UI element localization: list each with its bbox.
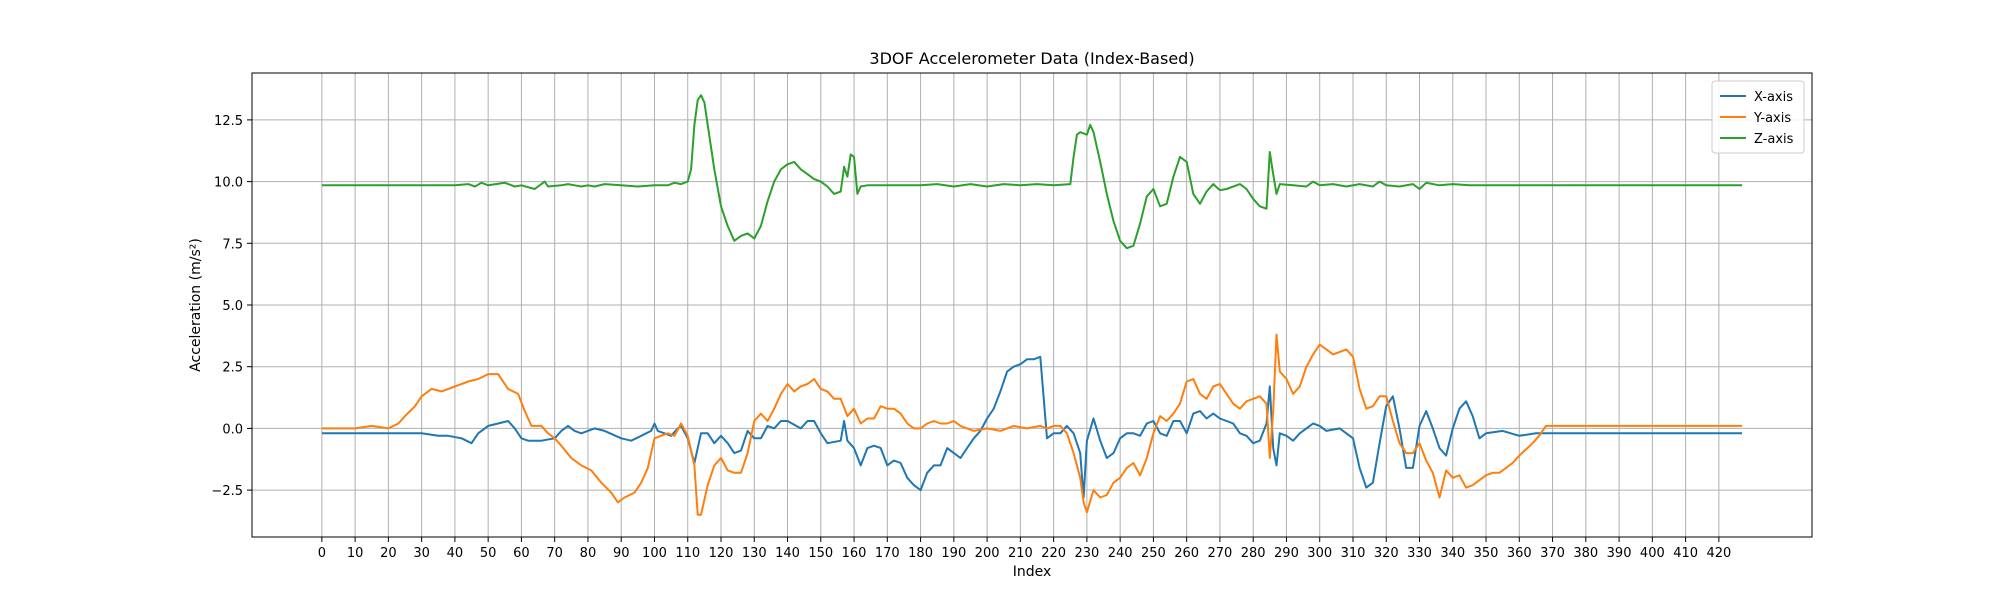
x-tick-label: 100	[642, 546, 667, 561]
x-tick-label: 370	[1540, 546, 1565, 561]
x-tick-label: 220	[1041, 546, 1066, 561]
y-tick-label: 5.0	[222, 299, 243, 314]
x-tick-label: 50	[480, 546, 497, 561]
x-tick-label: 120	[709, 546, 734, 561]
x-tick-label: 160	[842, 546, 867, 561]
x-tick-label: 350	[1474, 546, 1499, 561]
x-tick-label: 260	[1174, 546, 1199, 561]
legend-label-y-axis: Y-axis	[1753, 111, 1791, 126]
y-axis-label: Acceleration (m/s²)	[188, 238, 204, 372]
legend-box	[1711, 80, 1805, 154]
y-tick-label: 10.0	[214, 176, 243, 191]
x-ticks: 0 10 20 30 40 50 60 70 80 90 100 110 120 130 140 150 160…	[318, 537, 1731, 561]
x-tick-label: 40	[447, 546, 464, 561]
x-tick-label: 250	[1141, 546, 1166, 561]
x-tick-label: 390	[1607, 546, 1632, 561]
series-line-x-axis	[321, 355, 1743, 499]
x-tick-label: 420	[1706, 546, 1731, 561]
y-ticks: −2.5 0.0 2.5 5.0 7.5 10.0 12.5	[211, 114, 252, 499]
x-tick-label: 240	[1108, 546, 1133, 561]
grid-lines	[252, 73, 1812, 537]
legend: X-axis Y-axis Z-axis	[1711, 80, 1805, 154]
x-tick-label: 30	[413, 546, 430, 561]
x-tick-label: 310	[1341, 546, 1366, 561]
x-tick-label: 210	[1008, 546, 1033, 561]
x-tick-label: 340	[1440, 546, 1465, 561]
x-tick-label: 410	[1673, 546, 1698, 561]
x-tick-label: 190	[941, 546, 966, 561]
x-tick-label: 360	[1507, 546, 1532, 561]
x-tick-label: 280	[1241, 546, 1266, 561]
x-tick-label: 10	[347, 546, 364, 561]
x-tick-label: 130	[742, 546, 767, 561]
x-tick-label: 20	[380, 546, 397, 561]
x-axis-label: Index	[1013, 564, 1052, 580]
x-tick-label: 380	[1573, 546, 1598, 561]
legend-label-x-axis: X-axis	[1754, 90, 1793, 105]
x-tick-label: 140	[775, 546, 800, 561]
x-tick-label: 300	[1307, 546, 1332, 561]
x-tick-label: 110	[675, 546, 700, 561]
x-tick-label: 90	[613, 546, 630, 561]
series-line-z-axis	[321, 94, 1743, 250]
y-tick-label: 7.5	[222, 237, 243, 252]
x-tick-label: 270	[1208, 546, 1233, 561]
x-tick-label: 180	[908, 546, 933, 561]
legend-label-z-axis: Z-axis	[1754, 132, 1794, 147]
x-tick-label: 230	[1074, 546, 1099, 561]
x-tick-label: 0	[318, 546, 326, 561]
x-tick-label: 200	[975, 546, 1000, 561]
y-tick-label: 0.0	[222, 422, 243, 437]
x-tick-label: 80	[580, 546, 597, 561]
x-tick-label: 400	[1640, 546, 1665, 561]
chart-title: 3DOF Accelerometer Data (Index-Based)	[869, 49, 1194, 68]
series-line-y-axis	[321, 333, 1743, 516]
y-tick-label: 12.5	[214, 114, 243, 129]
x-tick-label: 320	[1374, 546, 1399, 561]
x-tick-label: 60	[513, 546, 530, 561]
x-tick-label: 330	[1407, 546, 1432, 561]
x-tick-label: 70	[546, 546, 563, 561]
x-tick-label: 170	[875, 546, 900, 561]
x-tick-label: 290	[1274, 546, 1299, 561]
x-tick-label: 150	[808, 546, 833, 561]
series-layer	[321, 94, 1743, 516]
y-tick-label: 2.5	[222, 361, 243, 376]
y-tick-label: −2.5	[211, 484, 243, 499]
